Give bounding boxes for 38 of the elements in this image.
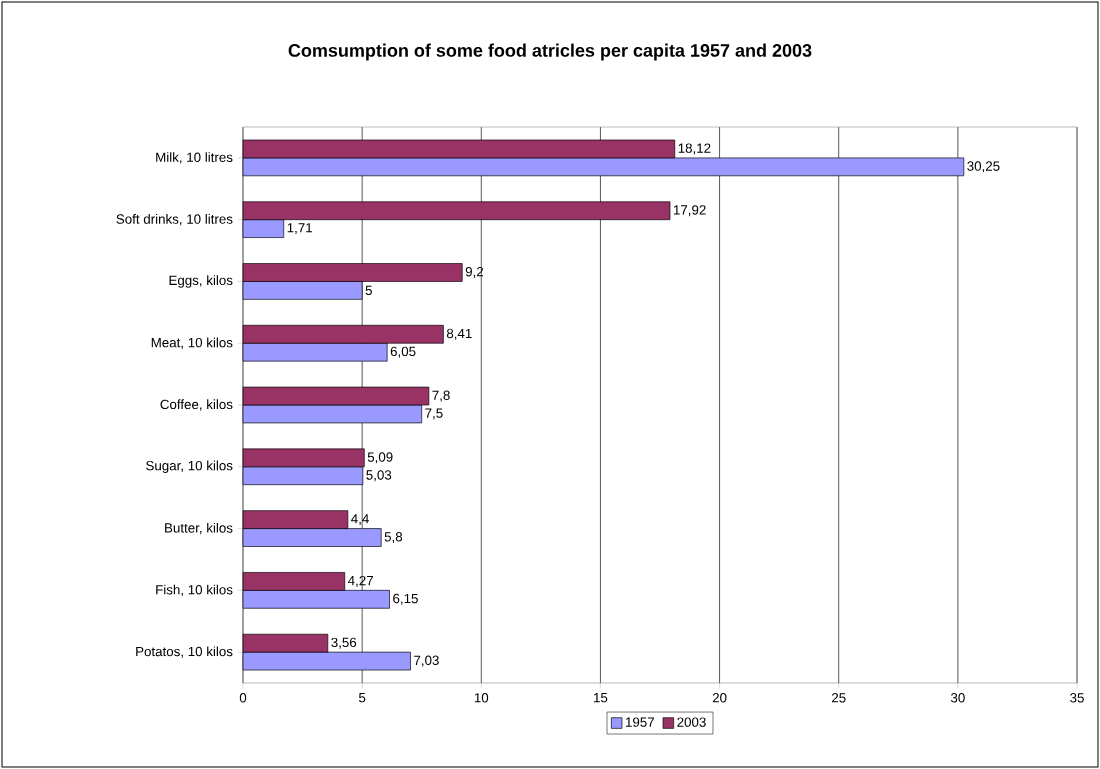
y-tick-label: Soft drinks, 10 litres [116, 213, 233, 226]
data-label: 6,05 [390, 346, 416, 358]
x-tick-label: 35 [1070, 693, 1084, 703]
data-label: 7,03 [414, 655, 439, 667]
data-label: 4,4 [351, 514, 369, 526]
x-tick-label: 10 [474, 693, 489, 703]
x-tick-label: 5 [358, 693, 366, 703]
y-tick-label: Fish, 10 kilos [156, 584, 233, 597]
data-label: 4,27 [348, 575, 373, 587]
data-label: 6,15 [393, 593, 418, 605]
y-tick-label: Eggs, kilos [169, 275, 233, 288]
x-tick-label: 15 [594, 693, 608, 703]
data-label: 9,2 [465, 266, 484, 279]
data-label: 30,25 [967, 161, 1000, 173]
y-tick-label: Butter, kilos [165, 522, 233, 535]
data-label: 17,92 [673, 205, 706, 217]
x-tick-label: 25 [831, 693, 846, 703]
legend-label: 2003 [677, 717, 706, 727]
x-tick-label: 30 [950, 693, 965, 703]
data-label: 7,5 [425, 408, 443, 420]
x-tick-label: 20 [712, 693, 727, 703]
data-label: 5,8 [384, 532, 403, 544]
legend-label: 1957 [626, 717, 654, 727]
y-tick-label: Meat, 10 kilos [151, 337, 233, 349]
data-label: 1,71 [287, 223, 312, 235]
y-tick-label: Milk, 10 litres [156, 152, 233, 164]
chart-title: Comsumption of some food atricles per capita 1957 and 2003 [288, 43, 812, 61]
y-tick-label: Sugar, 10 kilos [146, 460, 233, 473]
data-label: 5 [365, 285, 372, 296]
data-label: 18,12 [678, 143, 711, 155]
data-label: 8,41 [446, 328, 472, 340]
y-tick-label: Coffee, kilos [160, 399, 233, 411]
x-tick-label: 0 [239, 693, 247, 703]
y-tick-label: Potatos, 10 kilos [136, 646, 233, 658]
data-label: 3,56 [331, 637, 357, 649]
data-label: 7,8 [432, 390, 450, 402]
data-label: 5,09 [367, 452, 393, 464]
data-label: 5,03 [366, 470, 392, 482]
